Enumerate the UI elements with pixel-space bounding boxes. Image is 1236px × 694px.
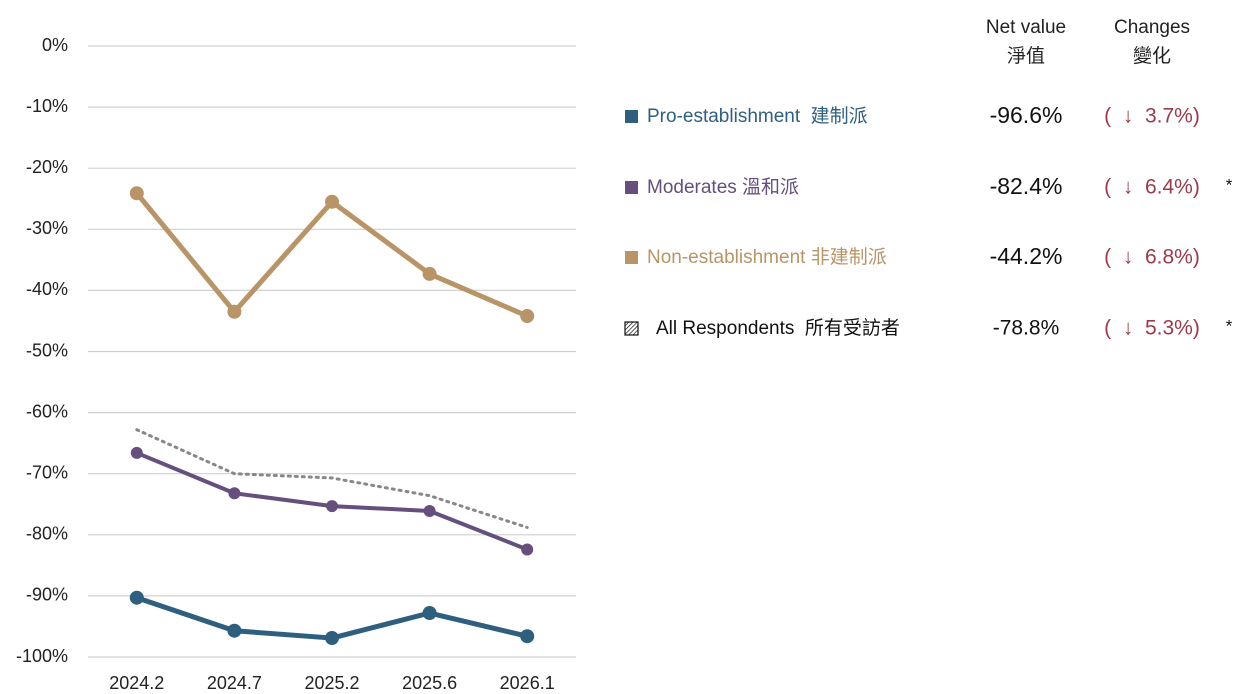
x-tick-label: 2024.2 <box>109 673 164 693</box>
y-tick-label: -50% <box>26 340 68 360</box>
point <box>326 500 338 513</box>
series-line <box>135 428 529 529</box>
legend-swatch <box>625 110 638 123</box>
net-value: -96.6% <box>990 102 1063 128</box>
y-tick-label: -80% <box>26 524 68 544</box>
point <box>227 623 242 638</box>
note: * <box>1226 175 1233 194</box>
y-tick-label: -90% <box>26 585 68 605</box>
note: * <box>1226 316 1233 335</box>
legend-swatch <box>624 321 639 336</box>
x-tick-label: 2026.1 <box>500 673 555 693</box>
y-tick-label: -70% <box>26 462 68 482</box>
net-value: -78.8% <box>993 317 1060 340</box>
point <box>423 504 436 517</box>
point <box>227 304 242 319</box>
net-value: -44.2% <box>990 243 1063 269</box>
legend-label: Non-establishment 非建制派 <box>647 246 887 268</box>
y-tick-label: -60% <box>26 401 68 421</box>
y-tick-label: -100% <box>16 646 68 666</box>
legend-label: Pro-establishment 建制派 <box>647 105 868 127</box>
x-tick-label: 2024.7 <box>207 673 262 693</box>
y-tick-label: -30% <box>26 218 68 238</box>
change: ( ↓ 5.3%) <box>1104 317 1200 340</box>
legend-swatch <box>625 181 638 194</box>
y-tick-label: -20% <box>26 157 68 177</box>
point <box>521 543 534 556</box>
point <box>228 487 241 500</box>
point <box>520 309 535 324</box>
legend-header: Changes <box>1114 17 1190 38</box>
legend-swatch <box>625 251 638 264</box>
y-tick-label: 0% <box>42 35 68 55</box>
change: ( ↓ 6.8%) <box>1104 246 1200 269</box>
x-tick-label: 2025.2 <box>304 673 359 693</box>
point <box>325 194 339 209</box>
change: ( ↓ 3.7%) <box>1104 105 1200 128</box>
legend-label: Moderates 溫和派 <box>647 176 799 198</box>
legend-header: 淨值 <box>1007 45 1045 67</box>
point <box>325 631 339 646</box>
point <box>520 629 535 644</box>
change: ( ↓ 6.4%) <box>1104 176 1200 199</box>
point <box>422 266 437 281</box>
y-tick-label: -10% <box>26 96 68 116</box>
point <box>129 186 144 201</box>
legend-header: 變化 <box>1133 45 1171 67</box>
net-value: -82.4% <box>990 173 1063 199</box>
point <box>129 590 144 605</box>
legend-label: All Respondents 所有受訪者 <box>656 317 900 339</box>
y-tick-label: -40% <box>26 279 68 299</box>
series-line <box>134 190 530 319</box>
x-tick-label: 2025.6 <box>402 673 457 693</box>
legend-header: Net value <box>986 17 1066 38</box>
point <box>130 446 143 459</box>
point <box>422 606 437 621</box>
